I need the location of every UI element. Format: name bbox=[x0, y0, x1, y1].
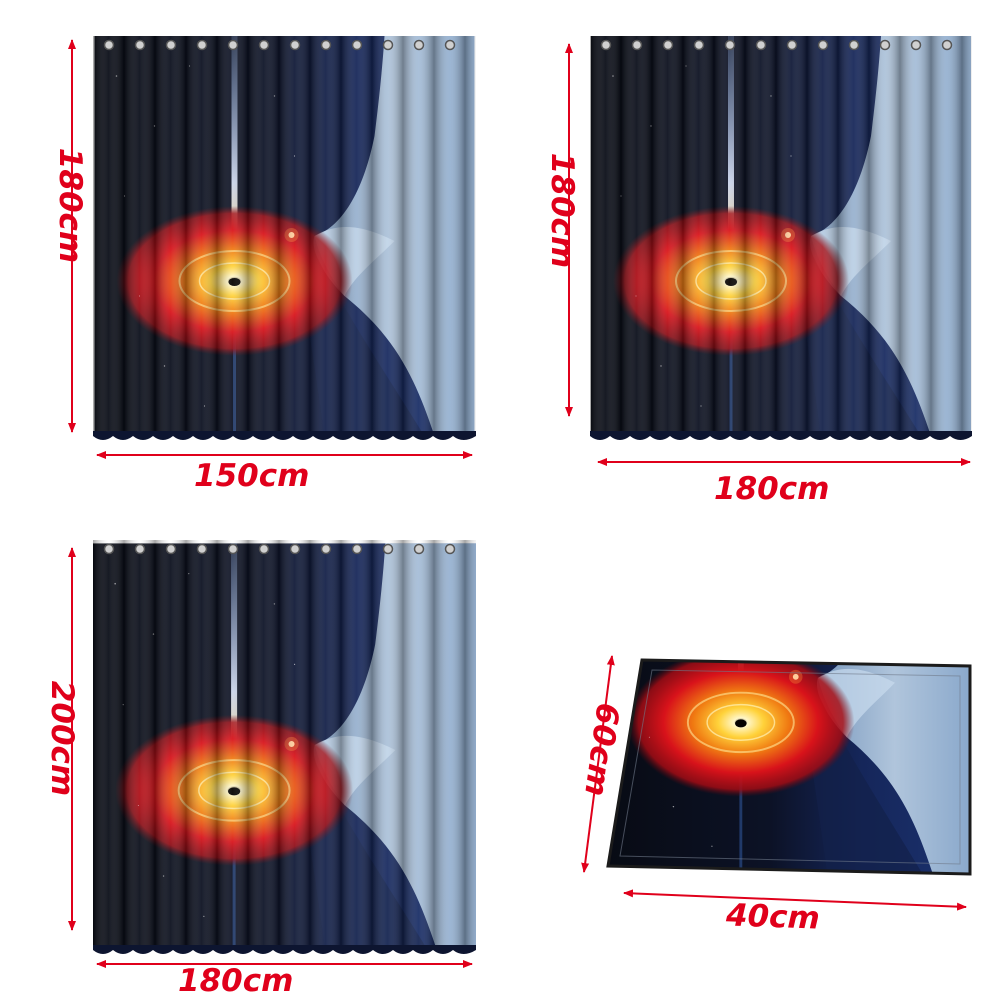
height-arrow bbox=[68, 547, 76, 931]
grommet-row bbox=[103, 543, 456, 555]
width-arrow bbox=[597, 458, 971, 466]
bath-mat-image bbox=[606, 658, 972, 876]
product-panel-curtain-180x180: 180cm 180cm bbox=[500, 0, 1001, 505]
shower-curtain-image bbox=[93, 36, 476, 440]
shower-curtain-image bbox=[93, 540, 476, 954]
product-panel-curtain-180x200: 200cm 180cm bbox=[0, 500, 500, 1001]
width-arrow bbox=[96, 451, 473, 459]
width-label: 180cm bbox=[178, 963, 294, 999]
width-label: 150cm bbox=[194, 458, 310, 494]
height-arrow bbox=[565, 43, 573, 417]
height-label: 200cm bbox=[44, 680, 81, 797]
shower-curtain-image bbox=[590, 36, 972, 440]
product-panel-bath-mat-40x60: 60cm 40cm bbox=[500, 500, 1001, 1001]
width-label: 40cm bbox=[725, 897, 821, 937]
height-arrow bbox=[68, 39, 76, 433]
grommet-row bbox=[600, 39, 953, 51]
product-panel-curtain-150x180: 180cm 150cm bbox=[0, 0, 500, 500]
height-label: 180cm bbox=[544, 152, 581, 269]
width-arrow bbox=[96, 960, 473, 968]
width-arrow bbox=[623, 889, 967, 911]
grommet-row bbox=[103, 39, 456, 51]
height-arrow bbox=[581, 655, 615, 873]
height-label: 180cm bbox=[52, 147, 89, 264]
width-label: 180cm bbox=[714, 471, 830, 507]
